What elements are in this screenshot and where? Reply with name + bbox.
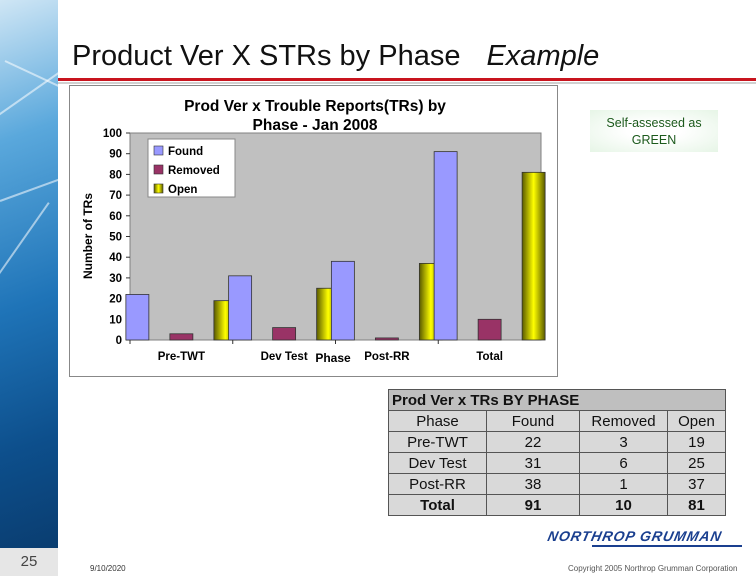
x-axis: Pre-TWT Dev Test Post-RR Total: [129, 340, 503, 363]
table-cell: 81: [667, 494, 726, 516]
bar-removed-2: [374, 337, 399, 341]
legend-swatch-open: [153, 183, 164, 194]
chart-title-line1: Prod Ver x Trouble Reports(TRs) by: [184, 98, 446, 115]
bar-removed-0: [169, 333, 194, 341]
bar-found-3: [433, 151, 458, 341]
table-cell: 22: [486, 431, 580, 453]
bar-removed-1: [272, 327, 297, 341]
legend-label-removed: Removed: [168, 165, 220, 177]
table-row: Dev Test 31 6 25: [388, 452, 726, 474]
company-logo: NORTHROP GRUMMAN: [546, 528, 724, 544]
y-tick-label: 80: [109, 169, 122, 181]
chart-title-line2: Phase - Jan 2008: [253, 117, 378, 134]
table-cell: Dev Test: [388, 452, 487, 474]
y-tick-label: 20: [109, 294, 122, 306]
table-row: Post-RR 38 1 37: [388, 473, 726, 495]
bar-found-2: [330, 260, 355, 341]
table-cell: 31: [486, 452, 580, 474]
y-tick-label: 50: [109, 232, 122, 244]
table-caption: Prod Ver x TRs BY PHASE: [388, 389, 726, 411]
status-badge: Self-assessed as GREEN: [590, 110, 718, 152]
table-cell: 3: [579, 431, 668, 453]
table-cell: 6: [579, 452, 668, 474]
table-row: Pre-TWT 22 3 19: [388, 431, 726, 453]
table-cell: 37: [667, 473, 726, 495]
table-header-phase: Phase: [388, 410, 487, 432]
y-axis: 0 10 20 30 40 50 60 70 80 90 100: [103, 128, 130, 347]
table-cell: 38: [486, 473, 580, 495]
page-title-suffix: Example: [486, 40, 600, 72]
bar-chart: Prod Ver x Trouble Reports(TRs) by Phase…: [81, 98, 546, 365]
y-tick-label: 30: [109, 273, 122, 285]
decorative-sidebar: [0, 0, 58, 548]
table-header-open: Open: [667, 410, 726, 432]
logo-underline: [592, 545, 742, 547]
y-tick-label: 100: [103, 128, 122, 140]
bar-found-1: [228, 275, 253, 341]
status-badge-line2: GREEN: [631, 133, 677, 147]
table-total-row: Total 91 10 81: [388, 494, 726, 516]
y-tick-label: 0: [116, 335, 122, 347]
table-header-removed: Removed: [579, 410, 668, 432]
table-cell: Pre-TWT: [388, 431, 487, 453]
footer-date: 9/10/2020: [90, 564, 126, 573]
legend-swatch-found: [153, 145, 164, 156]
table-header-found: Found: [486, 410, 580, 432]
x-tick-label: Total: [476, 351, 503, 363]
slide-number: 25: [0, 548, 58, 576]
y-tick-label: 10: [109, 314, 122, 326]
chart-container: Prod Ver x Trouble Reports(TRs) by Phase…: [69, 85, 558, 377]
table-cell: 91: [486, 494, 580, 516]
y-tick-label: 40: [109, 252, 122, 264]
bar-found-0: [125, 294, 150, 341]
legend-swatch-removed: [153, 164, 164, 175]
legend-label-found: Found: [168, 146, 203, 158]
chart-legend: Found Removed Open: [147, 138, 236, 198]
title-divider: [58, 82, 756, 84]
table-cell: 25: [667, 452, 726, 474]
y-tick-label: 70: [109, 190, 122, 202]
table-cell: Total: [388, 494, 487, 516]
summary-table: Prod Ver x TRs BY PHASE Phase Found Remo…: [388, 389, 726, 516]
table-cell: 10: [579, 494, 668, 516]
x-tick-label: Dev Test: [261, 351, 308, 363]
page-title: Product Ver X STRs by Phase Example: [72, 40, 599, 73]
bar-series: [125, 151, 546, 341]
table-cell: 1: [579, 473, 668, 495]
x-tick-label: Pre-TWT: [158, 351, 205, 363]
y-tick-label: 90: [109, 149, 122, 161]
status-badge-line1: Self-assessed as: [606, 116, 702, 130]
legend-label-open: Open: [168, 184, 197, 196]
x-tick-label: Post-RR: [364, 351, 410, 363]
title-underline: [58, 78, 756, 81]
y-tick-label: 60: [109, 211, 122, 223]
y-axis-label: Number of TRs: [81, 193, 95, 279]
table-cell: Post-RR: [388, 473, 487, 495]
x-axis-label: Phase: [315, 351, 351, 365]
table-cell: 19: [667, 431, 726, 453]
footer-copyright: Copyright 2005 Northrop Grumman Corporat…: [568, 564, 738, 573]
bar-open-3: [521, 171, 546, 341]
bar-removed-3: [477, 318, 502, 341]
page-title-main: Product Ver X STRs by Phase: [72, 40, 461, 72]
